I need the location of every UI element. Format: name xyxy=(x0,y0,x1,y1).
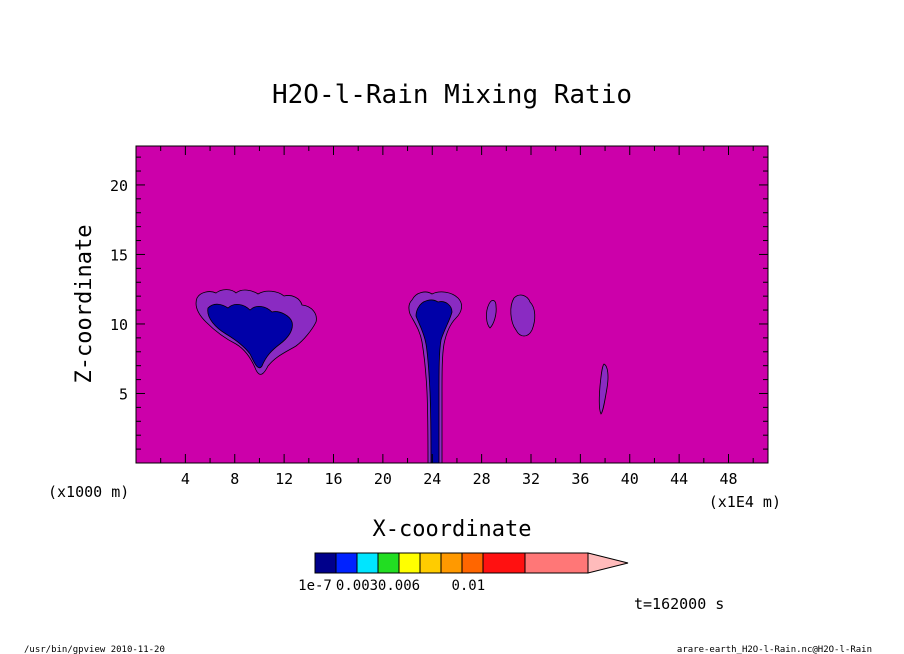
rain-cloud-small-3 xyxy=(598,363,609,415)
time-label: t=162000 s xyxy=(634,595,724,613)
colorbar-cell xyxy=(440,552,463,574)
colorbar: 1e-7 0.003 0.006 0.01 xyxy=(298,552,629,594)
colorbar-cell xyxy=(356,552,379,574)
x-tick-label: 48 xyxy=(719,470,737,488)
colorbar-cell xyxy=(524,552,589,574)
cloud-inner-contour xyxy=(207,303,293,369)
x-tick-label: 4 xyxy=(181,470,190,488)
y-axis-label: Z-coordinate xyxy=(72,225,97,384)
x-unit-right: (x1E4 m) xyxy=(709,493,781,511)
colorbar-cell xyxy=(314,552,337,574)
x-tick-label: 12 xyxy=(275,470,293,488)
y-tick-label: 15 xyxy=(110,246,128,264)
x-axis-label: X-coordinate xyxy=(373,517,532,542)
colorbar-cell xyxy=(398,552,421,574)
rain-cloud-small-2 xyxy=(510,294,536,337)
x-tick-label: 24 xyxy=(423,470,441,488)
rain-cloud-anvil-left xyxy=(195,289,317,375)
footer-right: arare-earth_H2O-l-Rain.nc@H2O-l-Rain xyxy=(677,645,872,654)
plot-frame xyxy=(135,145,769,464)
colorbar-cell xyxy=(461,552,484,574)
colorbar-cell xyxy=(419,552,442,574)
colorbar-label: 0.01 xyxy=(451,578,485,594)
x-unit-left: (x1000 m) xyxy=(48,483,129,501)
cloud-inner-contour xyxy=(415,299,453,464)
colorbar-label: 0.006 xyxy=(378,578,420,594)
colorbar-cell xyxy=(377,552,400,574)
rain-cloud-column xyxy=(408,291,462,464)
y-tick-label: 20 xyxy=(110,177,128,195)
x-tick-label: 28 xyxy=(473,470,491,488)
x-tick-label: 8 xyxy=(230,470,239,488)
colorbar-extend-arrow xyxy=(587,552,629,574)
colorbar-label: 0.003 xyxy=(336,578,378,594)
rain-cloud-small-1 xyxy=(486,300,497,329)
chart-title: H2O-l-Rain Mixing Ratio xyxy=(272,80,632,110)
colorbar-cell xyxy=(482,552,526,574)
colorbar-label: 1e-7 xyxy=(298,578,332,594)
x-tick-label: 44 xyxy=(670,470,688,488)
x-tick-label: 20 xyxy=(374,470,392,488)
y-axis: 5 10 15 20 xyxy=(110,156,768,450)
x-tick-label: 40 xyxy=(621,470,639,488)
x-tick-label: 36 xyxy=(571,470,589,488)
x-tick-label: 16 xyxy=(324,470,342,488)
x-tick-label: 32 xyxy=(522,470,540,488)
y-tick-label: 5 xyxy=(119,385,128,403)
footer-left: /usr/bin/gpview 2010-11-20 xyxy=(24,645,165,654)
colorbar-cell xyxy=(335,552,358,574)
x-axis: 4 8 12 16 20 24 28 32 36 40 44 48 xyxy=(160,146,754,488)
y-tick-label: 10 xyxy=(110,316,128,334)
